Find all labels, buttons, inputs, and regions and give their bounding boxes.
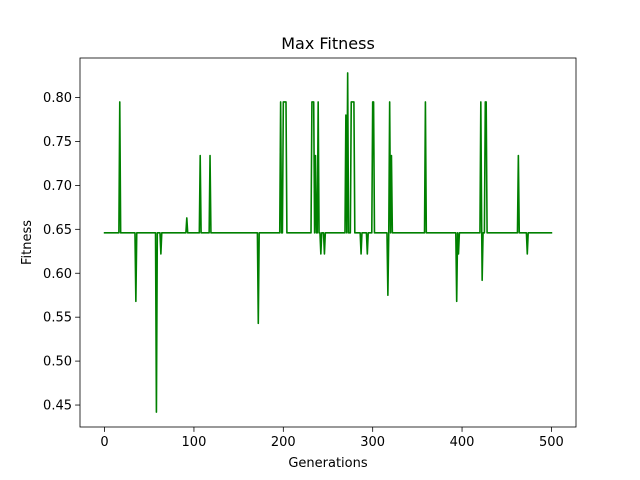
- y-tick-label: 0.75: [43, 135, 72, 150]
- chart-title: Max Fitness: [281, 34, 375, 53]
- x-axis: 0 100 200 300 400 500: [100, 427, 564, 450]
- x-tick-label: 500: [539, 435, 564, 450]
- y-tick-label: 0.55: [43, 311, 72, 326]
- x-tick-label: 0: [100, 435, 108, 450]
- y-axis-label: Fitness: [20, 220, 35, 265]
- y-tick-label: 0.80: [43, 91, 72, 106]
- series-layer: [103, 72, 553, 413]
- x-tick-label: 100: [182, 435, 207, 450]
- y-axis: 0.45 0.50 0.55 0.60 0.65 0.70 0.75 0.80: [43, 91, 80, 414]
- x-axis-label: Generations: [288, 456, 368, 471]
- y-tick-label: 0.60: [43, 267, 72, 282]
- x-tick-label: 300: [360, 435, 385, 450]
- plot-frame: [79, 57, 577, 428]
- x-tick-label: 400: [450, 435, 475, 450]
- x-tick-label: 200: [271, 435, 296, 450]
- plot-area: [80, 58, 576, 427]
- y-tick-label: 0.65: [43, 223, 72, 238]
- series-line-0: [103, 72, 553, 413]
- y-tick-label: 0.70: [43, 179, 72, 194]
- y-tick-label: 0.45: [43, 399, 72, 414]
- y-tick-label: 0.50: [43, 355, 72, 370]
